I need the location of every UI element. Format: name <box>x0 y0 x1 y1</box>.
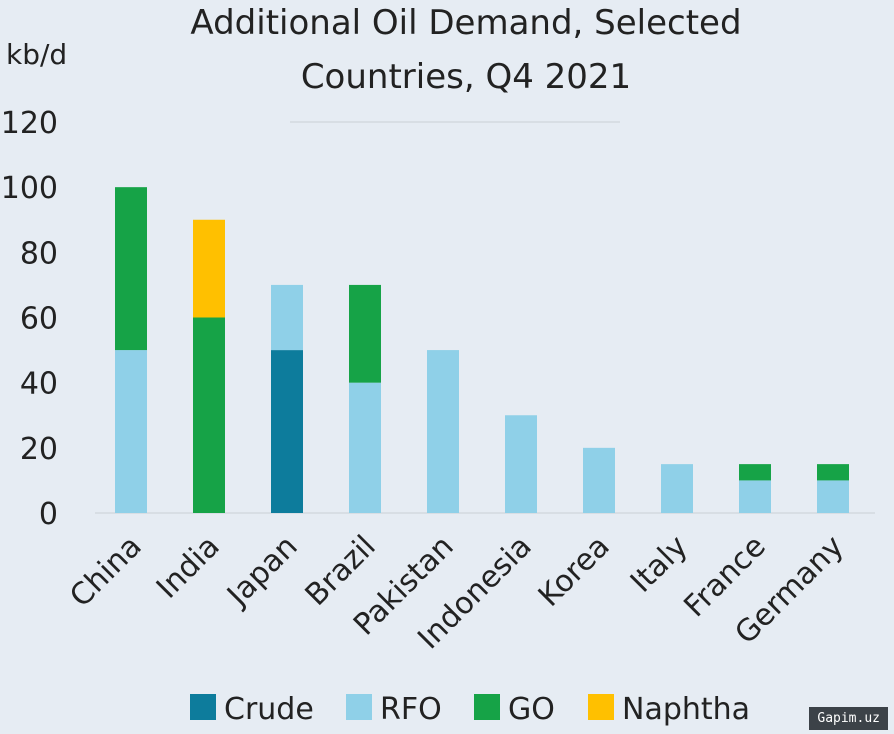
bar-pakistan-rfo <box>427 350 459 513</box>
legend-label-rfo: RFO <box>380 692 442 727</box>
legend-swatch-rfo <box>346 694 372 720</box>
bar-india-naphtha <box>193 219 225 318</box>
legend-swatch-go <box>474 694 500 720</box>
y-tick-label: 100 <box>1 171 58 206</box>
legend-label-naphtha: Naphtha <box>622 692 750 727</box>
bar-china-go <box>115 187 147 351</box>
x-tick-label-korea: Korea <box>532 529 617 614</box>
x-tick-label-india: India <box>150 529 227 606</box>
y-tick-label: 20 <box>20 432 58 467</box>
chart-title-line-1: Additional Oil Demand, Selected <box>190 3 741 43</box>
y-tick-label: 60 <box>20 302 58 337</box>
bar-germany-go <box>817 464 849 481</box>
bar-japan-rfo <box>271 284 303 351</box>
bar-germany-rfo <box>817 480 849 513</box>
watermark: Gapim.uz <box>809 707 888 730</box>
bar-india-go <box>193 317 225 513</box>
legend-label-go: GO <box>508 692 555 727</box>
bar-brazil-go <box>349 284 381 383</box>
x-tick-label-japan: Japan <box>219 529 304 614</box>
bar-france-go <box>739 464 771 481</box>
y-tick-label: 40 <box>20 367 58 402</box>
chart-title: Additional Oil Demand, Selected Countrie… <box>190 3 741 97</box>
legend-label-crude: Crude <box>224 692 314 727</box>
legend: Crude RFO GO Naphtha <box>190 692 750 727</box>
y-tick-label: 0 <box>39 497 58 532</box>
legend-swatch-naphtha <box>588 694 614 720</box>
y-tick-label: 80 <box>20 236 58 271</box>
bar-japan-crude <box>271 350 303 513</box>
x-tick-label-italy: Italy <box>624 529 695 600</box>
bar-china-rfo <box>115 350 147 513</box>
chart-title-line-2: Countries, Q4 2021 <box>301 57 631 97</box>
x-tick-label-china: China <box>63 529 148 614</box>
bars <box>95 187 875 514</box>
bar-italy-rfo <box>661 464 693 513</box>
y-axis-unit-label: kb/d <box>6 38 67 71</box>
y-axis: 0 20 40 60 80 100 120 <box>1 106 58 532</box>
bar-indonesia-rfo <box>505 415 537 513</box>
y-tick-label: 120 <box>1 106 58 141</box>
bar-korea-rfo <box>583 447 615 513</box>
legend-swatch-crude <box>190 694 216 720</box>
bar-france-rfo <box>739 480 771 513</box>
x-axis: China IndiaJapanBrazilPakistanIndonesiaKo… <box>63 529 850 656</box>
bar-brazil-rfo <box>349 382 381 513</box>
